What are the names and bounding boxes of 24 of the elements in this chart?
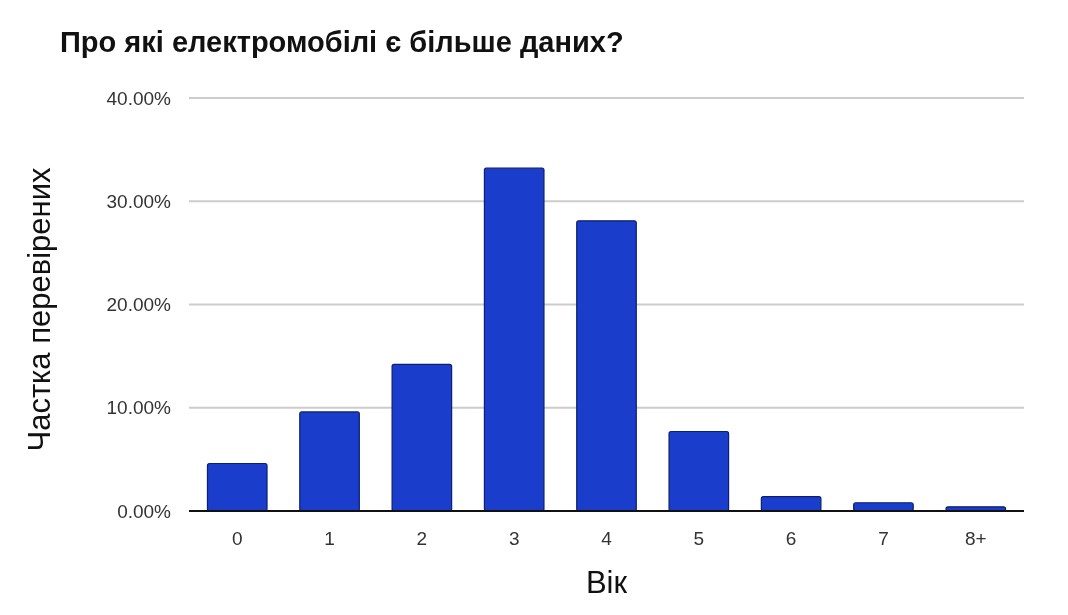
x-tick-label: 5	[693, 528, 705, 549]
y-tick-label: 40.00%	[106, 87, 172, 109]
y-tick-label: 30.00%	[106, 190, 172, 212]
bar	[760, 495, 822, 512]
bar	[206, 462, 268, 512]
bar	[576, 220, 637, 512]
x-tick-label: 3	[508, 528, 520, 549]
x-tick-label: 1	[324, 528, 335, 549]
chart-title: Про які електромобілі є більше даних?	[60, 26, 624, 58]
bar	[299, 411, 360, 512]
x-tick-label: 8+	[964, 528, 987, 549]
x-tick-label: 6	[785, 528, 797, 549]
bar	[668, 430, 730, 512]
y-tick-label: 20.00%	[106, 294, 172, 316]
x-tick-label: 2	[416, 528, 428, 549]
x-tick-label: 7	[878, 528, 889, 549]
x-tick-label: 0	[231, 528, 243, 549]
x-tick-label: 4	[601, 528, 613, 549]
y-tick-label: 0.00%	[117, 500, 172, 522]
x-axis-title: Вік	[585, 565, 628, 600]
y-axis-title: Частка перевірених	[22, 167, 57, 452]
bar	[483, 167, 545, 512]
y-tick-label: 10.00%	[106, 397, 172, 419]
bar	[391, 363, 453, 512]
